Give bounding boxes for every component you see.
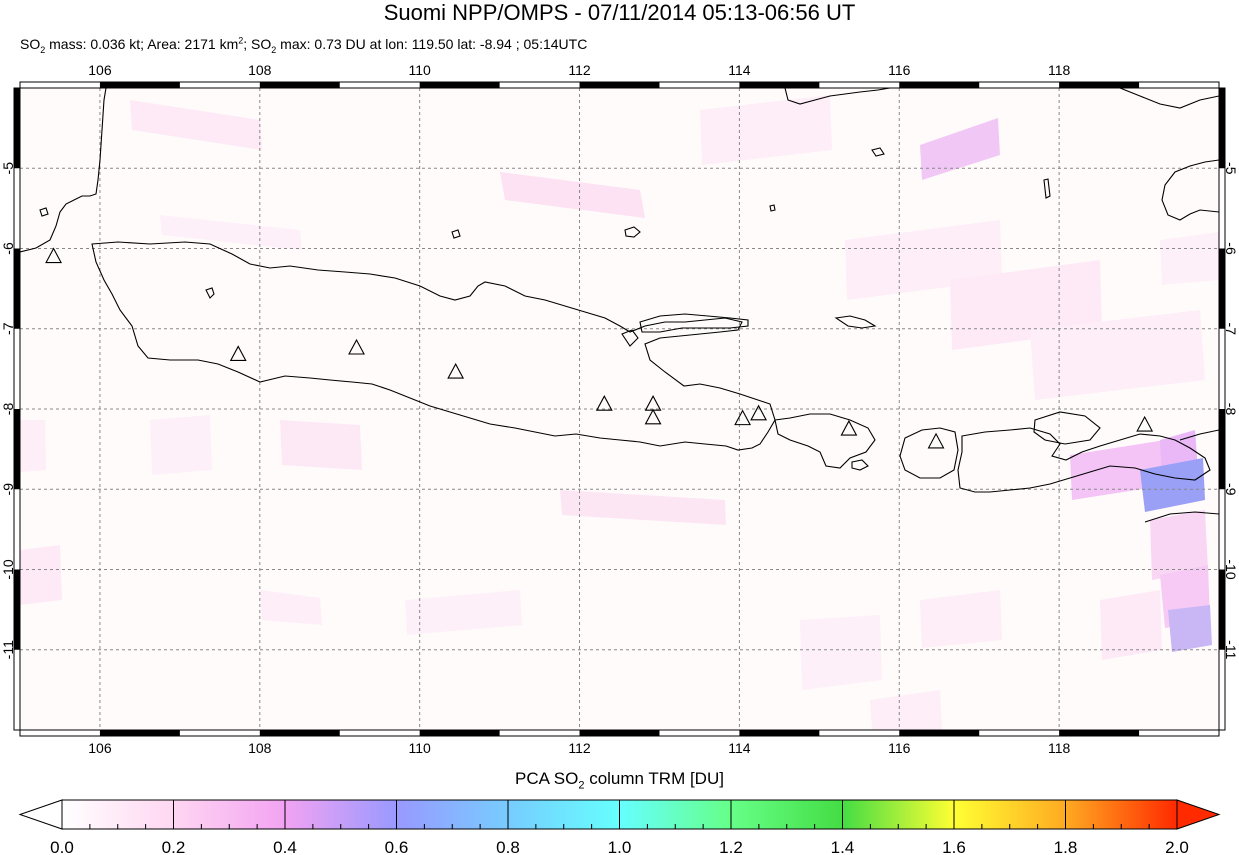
frame-bar <box>14 248 20 329</box>
lon-tick-label: 110 <box>409 740 432 756</box>
colorbar-tick-label: 1.0 <box>608 838 632 855</box>
volcano-icon <box>927 432 945 449</box>
lat-tick-label: -8 <box>1223 403 1239 416</box>
frame-bar <box>1059 82 1140 88</box>
colorbar-tick-label: 2.0 <box>1165 838 1189 855</box>
frame-bar <box>14 569 20 650</box>
lat-tick-label: -10 <box>1223 559 1239 579</box>
lat-tick-label: -9 <box>1223 483 1239 496</box>
volcano-icon <box>229 345 247 361</box>
lon-tick-label: 106 <box>88 62 112 78</box>
volcano-icon <box>734 409 752 426</box>
lat-tick-label: -9 <box>0 483 16 496</box>
lon-tick-label: 110 <box>409 62 432 78</box>
lon-tick-label: 114 <box>728 62 751 78</box>
lat-tick-label: -7 <box>0 322 16 335</box>
lat-tick-label: -6 <box>0 242 16 255</box>
frame-bar <box>259 730 340 736</box>
volcano-icon <box>45 247 62 264</box>
lat-tick-label: -5 <box>0 162 16 175</box>
map-frame <box>13 81 1226 737</box>
frame-bar <box>1219 409 1225 490</box>
volcano-icon <box>348 338 365 355</box>
volcano-icon <box>595 395 613 411</box>
frame-bar <box>419 82 500 88</box>
volcano-icon <box>750 404 768 421</box>
colorbar-tick-label: 0.8 <box>496 838 520 855</box>
volcano-icon <box>644 408 662 425</box>
frame-bar <box>899 82 980 88</box>
colorbar-tick-label: 0.2 <box>162 838 186 855</box>
colorbar-tick-label: 0.6 <box>385 838 409 855</box>
lat-tick-label: -11 <box>0 640 16 659</box>
lon-tick-label: 112 <box>568 740 591 756</box>
volcano-markers <box>45 247 1154 449</box>
lat-tick-label: -6 <box>1223 242 1239 255</box>
lon-tick-label: 108 <box>248 740 272 756</box>
lat-tick-label: -10 <box>0 559 16 579</box>
lat-tick-label: -7 <box>1223 323 1239 336</box>
frame-bar <box>14 409 20 490</box>
lon-tick-label: 112 <box>568 62 591 78</box>
colorbar-tick-label: 1.4 <box>831 838 855 855</box>
colorbar-tick-label: 0.0 <box>50 838 74 855</box>
so2-summary: SO2 mass: 0.036 kt; Area: 2171 km2; SO2 … <box>20 35 588 55</box>
lat-tick-label: -11 <box>1223 640 1239 659</box>
volcano-icon <box>447 362 465 379</box>
colorbar-tick-label: 1.8 <box>1054 838 1078 855</box>
lon-tick-label: 118 <box>1048 62 1071 78</box>
lon-tick-label: 116 <box>888 740 911 756</box>
lon-tick-label: 114 <box>728 740 751 756</box>
lat-tick-label: -8 <box>0 403 16 416</box>
frame-bar <box>1219 88 1225 169</box>
colorbar: 0.0 0.2 0.4 0.6 0.8 1.0 1.2 1.4 1.6 1.8 2.0 <box>18 799 1221 855</box>
colorbar-tick-label: 1.6 <box>942 838 966 855</box>
frame-bar <box>739 730 820 736</box>
so2-pixels <box>20 95 1219 730</box>
frame-bar <box>14 88 20 169</box>
map-background <box>20 88 1219 730</box>
volcano-icon <box>1136 415 1154 432</box>
frame-bar <box>99 82 180 88</box>
frame-bar <box>579 82 660 88</box>
frame-bar <box>99 730 180 736</box>
lat-tick-label: -5 <box>1223 162 1239 175</box>
frame-bar <box>1219 248 1225 329</box>
frame-edge <box>19 81 1220 89</box>
volcano-icon <box>840 419 858 436</box>
frame-bar <box>739 82 820 88</box>
colorbar-tick-label: 0.4 <box>273 838 297 855</box>
lon-tick-label: 116 <box>888 62 911 78</box>
frame-edge <box>19 729 1220 737</box>
lon-tick-label: 108 <box>248 62 272 78</box>
frame-bar <box>579 730 660 736</box>
colorbar-under-arrow <box>18 799 63 830</box>
lon-tick-label: 106 <box>88 740 112 756</box>
frame-bar <box>1219 569 1225 650</box>
axis-labels: 106 106 108 108 110 110 112 112 114 114 116 116 118 1… <box>0 62 1239 756</box>
map-title: Suomi NPP/OMPS - 07/11/2014 05:13-06:56 … <box>383 0 856 25</box>
frame-bar <box>259 82 340 88</box>
frame-bar <box>419 730 500 736</box>
frame-edge <box>13 87 21 731</box>
frame-edge <box>1218 87 1226 731</box>
colorbar-title: PCA SO2 column TRM [DU] <box>515 769 724 792</box>
frame-bar <box>1059 730 1140 736</box>
colorbar-over-arrow <box>1176 799 1221 830</box>
coastlines <box>20 88 1219 523</box>
colorbar-tick-label: 1.2 <box>719 838 743 855</box>
frame-bar <box>899 730 980 736</box>
lon-tick-label: 118 <box>1048 740 1071 756</box>
